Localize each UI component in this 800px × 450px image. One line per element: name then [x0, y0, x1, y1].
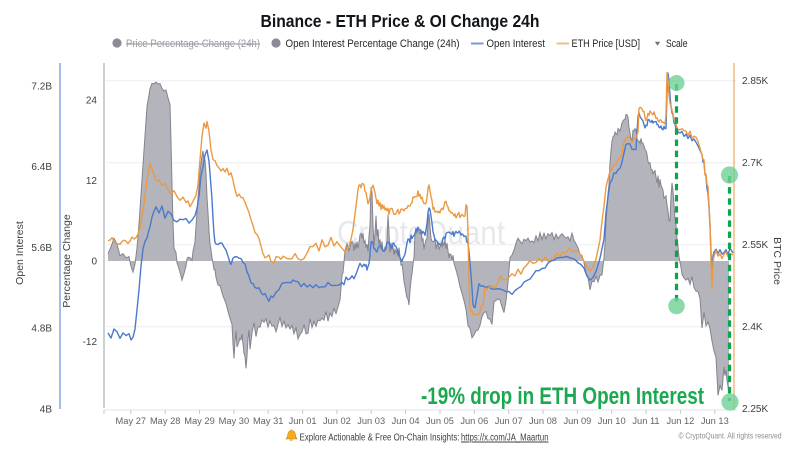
svg-text:BTC Price: BTC Price — [771, 237, 783, 285]
svg-text:Jun 01: Jun 01 — [289, 416, 317, 426]
svg-text:May 31: May 31 — [253, 416, 284, 426]
svg-text:Binance - ETH Price & OI Chang: Binance - ETH Price & OI Change 24h — [261, 11, 540, 31]
svg-text:Jun 11: Jun 11 — [632, 416, 659, 426]
svg-text:24: 24 — [86, 96, 98, 107]
svg-text:7.2B: 7.2B — [31, 82, 52, 93]
svg-text:Jun 02: Jun 02 — [323, 416, 351, 426]
svg-text:Price Percentage Change (24h): Price Percentage Change (24h) — [126, 38, 260, 50]
svg-text:May 27: May 27 — [116, 416, 147, 426]
svg-text:ETH Price [USD]: ETH Price [USD] — [572, 38, 641, 50]
svg-text:Jun 03: Jun 03 — [357, 416, 385, 426]
svg-text:Percentage Change: Percentage Change — [61, 214, 73, 308]
svg-text:Jun 04: Jun 04 — [392, 416, 420, 426]
svg-text:Jun 09: Jun 09 — [563, 416, 591, 426]
svg-text:5.6B: 5.6B — [31, 243, 52, 254]
svg-text:Open Interest Percentage Chang: Open Interest Percentage Change (24h) — [286, 38, 460, 50]
svg-text:6.4B: 6.4B — [31, 162, 52, 173]
svg-text:-19% drop in ETH Open Interest: -19% drop in ETH Open Interest — [421, 383, 704, 410]
svg-text:May 29: May 29 — [184, 416, 215, 426]
svg-text:2.25K: 2.25K — [742, 404, 768, 415]
svg-text:May 28: May 28 — [150, 416, 181, 426]
svg-text:2.55K: 2.55K — [742, 240, 768, 251]
svg-text:Jun 12: Jun 12 — [666, 416, 694, 426]
svg-text:Jun 06: Jun 06 — [460, 416, 488, 426]
svg-text:May 30: May 30 — [219, 416, 250, 426]
svg-text:2.85K: 2.85K — [742, 76, 768, 87]
svg-text:Jun 13: Jun 13 — [701, 416, 729, 426]
svg-text:Open Interest: Open Interest — [487, 38, 546, 50]
svg-text:© CryptoQuant. All rights rese: © CryptoQuant. All rights reserved — [679, 432, 782, 441]
svg-text:Jun 07: Jun 07 — [495, 416, 523, 426]
svg-text:Scale: Scale — [666, 38, 688, 50]
svg-text:Jun 05: Jun 05 — [426, 416, 454, 426]
svg-text:0: 0 — [91, 257, 97, 268]
svg-text:4.8B: 4.8B — [31, 324, 52, 335]
svg-text:Jun 10: Jun 10 — [598, 416, 626, 426]
svg-text:2.4K: 2.4K — [742, 322, 763, 333]
svg-text:-12: -12 — [83, 337, 98, 348]
svg-text:Explore Actionable & Free On-C: Explore Actionable & Free On-Chain Insig… — [300, 433, 460, 444]
svg-text:https://x.com/JA_Maartun: https://x.com/JA_Maartun — [461, 433, 549, 444]
svg-text:12: 12 — [86, 176, 98, 187]
svg-text:4B: 4B — [40, 405, 53, 416]
svg-text:Jun 08: Jun 08 — [529, 416, 557, 426]
svg-text:Open Interest: Open Interest — [14, 221, 26, 285]
svg-text:2.7K: 2.7K — [742, 158, 763, 169]
